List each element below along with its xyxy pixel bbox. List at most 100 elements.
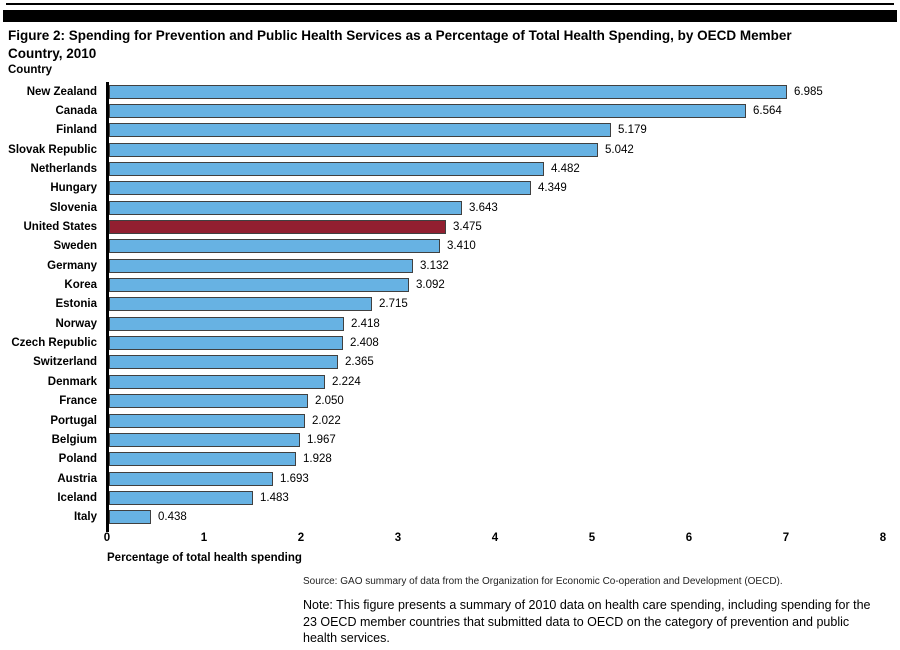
figure-title-line2: Country, 2010 xyxy=(8,45,97,61)
bar xyxy=(109,355,338,370)
bar-track: 1.967 xyxy=(109,432,336,447)
bar xyxy=(109,471,273,486)
bar xyxy=(109,258,413,273)
bar-value-label: 1.967 xyxy=(307,433,336,446)
bar-value-label: 2.715 xyxy=(379,298,408,311)
x-axis-title: Percentage of total health spending xyxy=(107,552,302,564)
bar-row: Estonia 2.715 xyxy=(0,295,900,314)
country-label: Finland xyxy=(56,124,97,137)
bar-row: Czech Republic 2.408 xyxy=(0,333,900,352)
bar-value-label: 3.132 xyxy=(420,259,449,272)
bar-track: 2.715 xyxy=(109,297,408,312)
bar-track: 1.928 xyxy=(109,452,332,467)
country-label: Belgium xyxy=(51,433,97,446)
country-label: Poland xyxy=(58,453,97,466)
bar-track: 5.179 xyxy=(109,123,647,138)
country-label: Iceland xyxy=(57,491,97,504)
country-label: Slovenia xyxy=(49,201,97,214)
country-label: Hungary xyxy=(50,182,97,195)
bar-value-label: 5.179 xyxy=(618,124,647,137)
bar-row: Iceland 1.483 xyxy=(0,488,900,507)
bar-value-label: 0.438 xyxy=(158,511,187,524)
bar-row: Canada 6.564 xyxy=(0,101,900,120)
x-tick-label: 8 xyxy=(879,532,887,544)
bar-value-label: 6.985 xyxy=(794,85,823,98)
x-tick-label: 7 xyxy=(782,532,790,544)
country-label: New Zealand xyxy=(26,85,97,98)
bar-track: 0.438 xyxy=(109,510,187,525)
bar-track: 2.365 xyxy=(109,355,374,370)
bar-track: 3.132 xyxy=(109,258,449,273)
bar xyxy=(109,452,296,467)
bar-highlighted xyxy=(109,220,446,235)
top-thin-rule xyxy=(6,3,894,5)
bar-value-label: 2.022 xyxy=(312,414,341,427)
country-label: Italy xyxy=(73,511,97,524)
bar-track: 6.564 xyxy=(109,104,782,119)
bar-row: Korea 3.092 xyxy=(0,275,900,294)
bar-row: Slovak Republic 5.042 xyxy=(0,140,900,159)
bar-track: 3.643 xyxy=(109,200,498,215)
country-label: Canada xyxy=(55,105,97,118)
bar-track: 2.022 xyxy=(109,413,341,428)
country-label: Denmark xyxy=(47,375,97,388)
bar-track: 3.410 xyxy=(109,239,476,254)
bar-chart: New Zealand 6.985 Canada 6.564 Finland 5.179 S… xyxy=(0,82,900,532)
figure-note: Note: This figure presents a summary of … xyxy=(303,598,871,646)
bar-row: Norway 2.418 xyxy=(0,314,900,333)
bar-row: Sweden 3.410 xyxy=(0,237,900,256)
bar-track: 2.050 xyxy=(109,394,344,409)
country-label: Korea xyxy=(64,279,97,292)
bar-track: 5.042 xyxy=(109,142,634,157)
bar-value-label: 2.365 xyxy=(345,356,374,369)
bar-track: 2.418 xyxy=(109,316,380,331)
bar-row: Denmark 2.224 xyxy=(0,372,900,391)
top-thick-rule xyxy=(3,10,897,22)
x-tick-label: 5 xyxy=(588,532,596,544)
bar-track: 4.349 xyxy=(109,181,567,196)
country-label: Slovak Republic xyxy=(8,143,97,156)
bar xyxy=(109,316,344,331)
bar-row: Hungary 4.349 xyxy=(0,179,900,198)
country-label: Austria xyxy=(57,472,97,485)
bar-track: 4.482 xyxy=(109,162,580,177)
bar-row: New Zealand 6.985 xyxy=(0,82,900,101)
bar-row: Austria 1.693 xyxy=(0,469,900,488)
bar xyxy=(109,336,343,351)
bar-row: Italy 0.438 xyxy=(0,508,900,527)
bar-track: 2.224 xyxy=(109,374,361,389)
figure-title: Figure 2: Spending for Prevention and Pu… xyxy=(8,27,894,63)
bar-track: 1.693 xyxy=(109,471,309,486)
bar-row: Switzerland 2.365 xyxy=(0,353,900,372)
country-label: Portugal xyxy=(50,414,97,427)
bar-value-label: 4.482 xyxy=(551,163,580,176)
bar-row: France 2.050 xyxy=(0,392,900,411)
bar xyxy=(109,374,325,389)
bar xyxy=(109,490,253,505)
bar xyxy=(109,181,531,196)
bar xyxy=(109,239,440,254)
bar xyxy=(109,162,544,177)
bar-row: Germany 3.132 xyxy=(0,256,900,275)
bar xyxy=(109,432,300,447)
bar-value-label: 2.050 xyxy=(315,395,344,408)
country-label: Germany xyxy=(47,259,97,272)
bar-value-label: 1.928 xyxy=(303,453,332,466)
country-label: United States xyxy=(23,221,98,234)
bar-track: 3.475 xyxy=(109,220,482,235)
bar-track: 3.092 xyxy=(109,278,445,293)
x-tick-label: 0 xyxy=(103,532,111,544)
x-tick-label: 6 xyxy=(685,532,693,544)
bar-value-label: 2.224 xyxy=(332,375,361,388)
bar-value-label: 3.475 xyxy=(453,221,482,234)
country-label: Netherlands xyxy=(30,163,97,176)
bar xyxy=(109,413,305,428)
bar-row: Slovenia 3.643 xyxy=(0,198,900,217)
bar-row: Belgium 1.967 xyxy=(0,430,900,449)
x-tick-label: 2 xyxy=(297,532,305,544)
x-tick-label: 4 xyxy=(491,532,499,544)
country-label: France xyxy=(59,395,97,408)
bar-value-label: 4.349 xyxy=(538,182,567,195)
bar-value-label: 3.643 xyxy=(469,201,498,214)
